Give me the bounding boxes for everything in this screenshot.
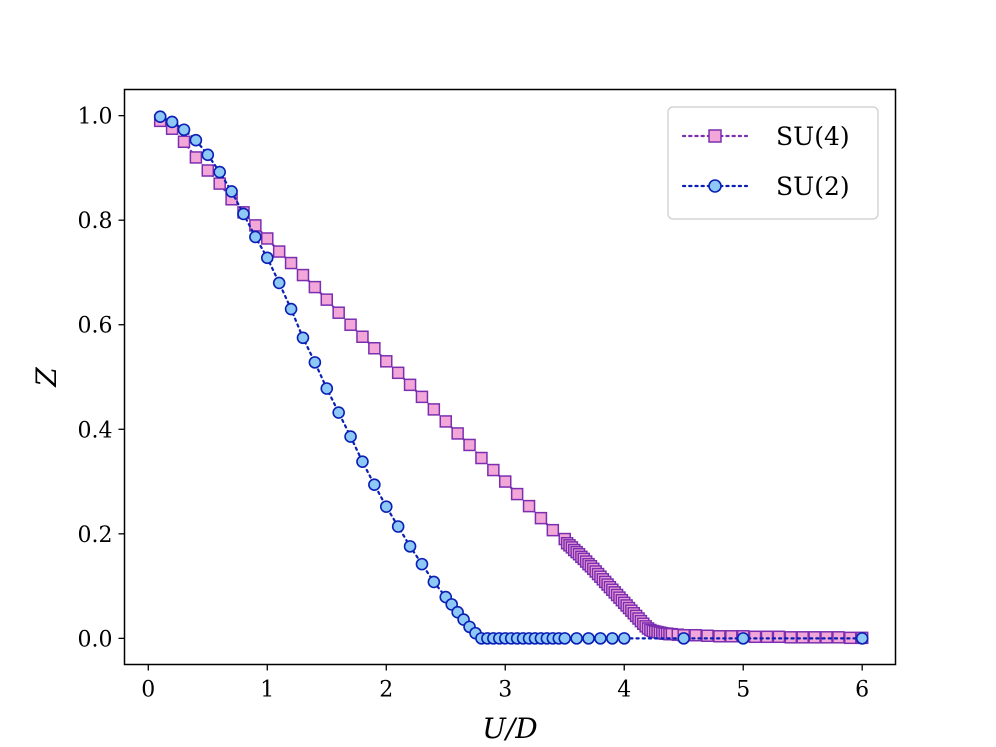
data-point-su4 <box>689 628 702 642</box>
data-point-su4 <box>356 330 369 343</box>
data-point-su4 <box>796 631 809 644</box>
data-point-su2 <box>736 632 750 645</box>
data-point-su2 <box>570 632 583 645</box>
data-point-su4 <box>213 177 226 190</box>
data-point-su2 <box>855 632 869 645</box>
data-point-su2 <box>344 430 357 443</box>
data-point-su4 <box>832 631 845 644</box>
y-tick-label: 0.4 <box>78 418 113 443</box>
data-point-su2 <box>332 406 345 419</box>
x-tick-label: 2 <box>379 678 393 703</box>
series-su2 <box>153 110 869 645</box>
data-point-su2 <box>249 230 262 244</box>
data-point-su2 <box>427 575 441 589</box>
data-point-su4 <box>177 135 191 149</box>
data-point-su2 <box>201 148 215 162</box>
data-point-su4 <box>320 293 334 306</box>
data-point-su2 <box>165 115 179 129</box>
data-point-su2 <box>582 632 595 645</box>
data-point-su4 <box>261 232 274 245</box>
data-point-su2 <box>356 455 369 468</box>
data-point-su4 <box>725 630 738 643</box>
data-point-su4 <box>498 475 512 488</box>
y-tick-label: 0.2 <box>78 523 113 548</box>
legend-label-su4: SU(4) <box>776 122 850 151</box>
data-point-su2 <box>296 331 310 345</box>
data-point-su4 <box>534 511 548 525</box>
legend-label-su2: SU(2) <box>776 172 850 201</box>
data-point-su4 <box>510 487 524 501</box>
x-axis-label: U/D <box>482 712 537 745</box>
x-axis: 0 1 2 3 4 5 6 <box>141 664 869 703</box>
y-tick-label: 1.0 <box>78 105 113 130</box>
data-point-su4 <box>463 438 476 452</box>
data-point-su2 <box>368 478 381 491</box>
data-point-su2 <box>391 520 405 533</box>
data-point-su4 <box>522 499 536 513</box>
data-point-su4 <box>368 342 381 355</box>
y-tick-label: 0.0 <box>78 627 113 652</box>
data-point-su4 <box>308 280 322 294</box>
data-point-su2 <box>594 632 607 645</box>
data-point-su4 <box>344 318 357 331</box>
data-point-su2 <box>403 540 417 553</box>
data-point-su4 <box>296 268 310 282</box>
x-tick-label: 3 <box>498 678 512 703</box>
data-point-su4 <box>808 631 821 644</box>
legend: SU(4) SU(2) <box>667 106 879 220</box>
data-point-su4 <box>772 630 786 644</box>
data-point-su4 <box>760 630 774 644</box>
data-point-su4 <box>391 366 405 380</box>
data-point-su2 <box>415 557 429 571</box>
data-point-su4 <box>189 151 203 164</box>
data-point-su2 <box>272 276 286 290</box>
data-point-su2 <box>213 165 226 179</box>
data-point-su2 <box>606 632 619 645</box>
data-point-su2 <box>284 302 298 316</box>
data-point-su2 <box>320 382 334 395</box>
data-point-su4 <box>487 463 500 477</box>
data-point-su2 <box>617 632 631 645</box>
data-point-su4 <box>380 355 393 368</box>
data-point-su4 <box>713 630 726 643</box>
x-tick-label: 6 <box>855 678 869 703</box>
data-point-su4 <box>546 523 560 537</box>
y-axis-label: Z <box>30 367 63 388</box>
data-point-su4 <box>415 390 429 404</box>
data-point-su2 <box>153 110 167 123</box>
data-point-su2 <box>189 133 203 147</box>
x-tick-label: 5 <box>736 678 750 703</box>
data-point-su4 <box>451 427 464 440</box>
data-point-su4 <box>701 629 714 642</box>
y-tick-label: 0.6 <box>78 314 113 339</box>
data-point-su4 <box>475 451 488 465</box>
data-point-su2 <box>237 207 250 221</box>
legend-marker-su2 <box>708 179 722 193</box>
data-point-su2 <box>225 185 238 198</box>
data-point-su4 <box>427 403 441 416</box>
data-point-su2 <box>308 356 322 369</box>
data-point-su4 <box>820 631 833 644</box>
data-point-su4 <box>332 306 345 319</box>
data-point-su2 <box>260 251 274 265</box>
plot-frame <box>123 88 897 666</box>
legend-marker-su4 <box>708 129 722 143</box>
data-point-su4 <box>439 415 452 428</box>
data-point-su4 <box>403 378 417 392</box>
x-tick-label: 1 <box>260 678 274 703</box>
x-tick-label: 4 <box>617 678 631 703</box>
data-point-su4 <box>201 164 215 177</box>
x-tick-label: 0 <box>141 678 155 703</box>
data-point-su2 <box>379 500 393 513</box>
series-layer <box>153 110 869 645</box>
data-point-su4 <box>272 245 286 258</box>
data-point-su2 <box>677 632 691 645</box>
data-point-su4 <box>284 256 298 270</box>
data-point-su4 <box>748 630 762 644</box>
y-axis: 0.0 0.2 0.4 0.6 0.8 1.0 <box>78 105 125 652</box>
y-tick-label: 0.8 <box>78 209 113 234</box>
data-point-su2 <box>177 123 191 137</box>
data-point-su2 <box>558 632 572 645</box>
